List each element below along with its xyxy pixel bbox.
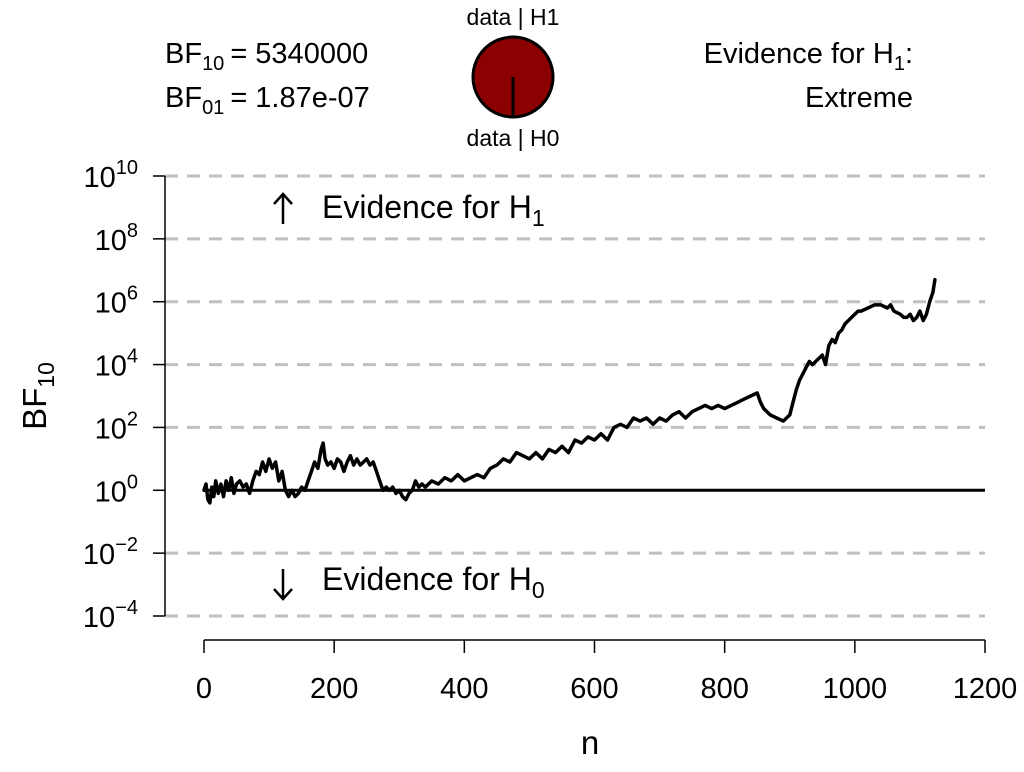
x-tick-label: 800 <box>700 673 748 705</box>
y-tick-label: 104 <box>95 346 138 383</box>
y-tick-label: 1010 <box>83 157 138 194</box>
y-tick-label: 106 <box>95 283 138 320</box>
x-tick-label: 1000 <box>823 673 888 705</box>
y-tick-label: 10−2 <box>83 534 138 571</box>
x-tick-label: 200 <box>310 673 358 705</box>
plot-area <box>202 277 985 505</box>
bf10-summary: BF10 = 5340000 <box>165 38 368 75</box>
evidence-category: Evidence for H1: Extreme <box>704 38 913 114</box>
x-tick-label: 1200 <box>953 673 1018 705</box>
evidence-h0-annotation: Evidence for H0 <box>273 561 545 603</box>
evidence-h1-label: Evidence for H1 <box>322 189 545 231</box>
evidence-category-value: Extreme <box>805 82 913 114</box>
probability-wheel: data | H1 data | H0 <box>467 4 560 151</box>
evidence-category-heading: Evidence for H1: <box>704 38 913 75</box>
x-tick-label: 600 <box>570 673 618 705</box>
pie-top-label: data | H1 <box>467 4 560 30</box>
gridlines <box>165 174 985 618</box>
evidence-h0-label: Evidence for H0 <box>322 561 545 603</box>
x-axis-title: n <box>581 724 599 761</box>
y-axis-title: BF10 <box>16 362 59 430</box>
bf-summary: BF10 = 5340000 BF01 = 1.87e-07 <box>165 38 370 119</box>
down-arrow-icon <box>273 569 293 601</box>
y-tick-label: 102 <box>95 408 138 445</box>
axes <box>153 175 986 653</box>
pie-bottom-label: data | H0 <box>467 125 560 151</box>
evidence-h1-annotation: Evidence for H1 <box>273 189 545 231</box>
x-tick-label: 400 <box>440 673 488 705</box>
y-tick-label: 100 <box>95 471 138 508</box>
x-tick-labels: 0 200 400 600 800 1000 1200 <box>196 673 1017 705</box>
bf01-summary: BF01 = 1.87e-07 <box>165 82 370 119</box>
x-tick-label: 0 <box>196 673 212 705</box>
y-tick-label: 108 <box>95 220 138 257</box>
y-tick-labels: 10−4 10−2 100 102 104 106 108 1010 <box>83 157 138 634</box>
y-tick-label: 10−4 <box>83 597 138 634</box>
bf-series-line <box>202 277 937 505</box>
up-arrow-icon <box>273 192 293 224</box>
